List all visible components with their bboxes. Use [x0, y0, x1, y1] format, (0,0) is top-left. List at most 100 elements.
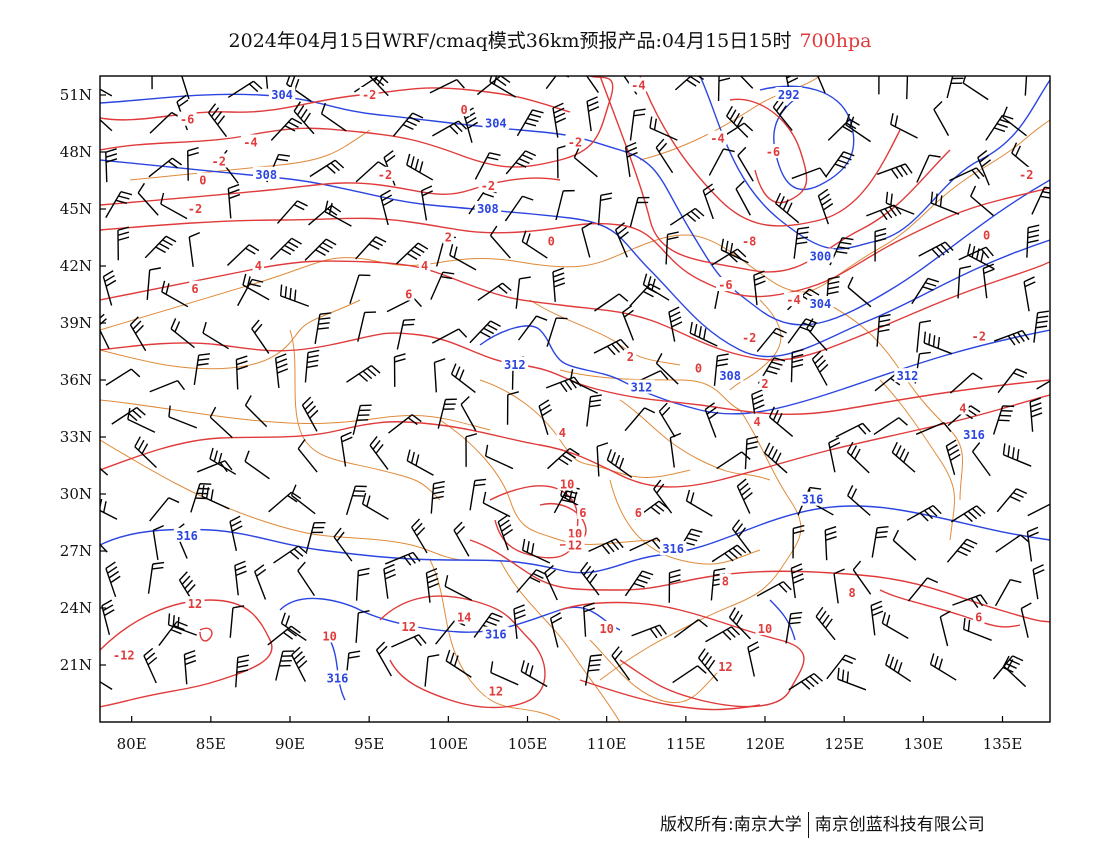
map-frame — [99, 75, 1051, 723]
wind-barb — [100, 313, 110, 349]
contour-label-bg — [763, 144, 783, 158]
wind-barb — [825, 151, 855, 177]
wind-barb — [890, 113, 918, 139]
contour-label: 316 — [662, 542, 684, 556]
wind-barb — [361, 492, 389, 520]
wind-barb — [977, 150, 992, 186]
wind-barb — [552, 267, 566, 302]
wind-barb — [826, 654, 857, 680]
wind-barb — [355, 236, 387, 260]
wind-barb — [385, 551, 421, 566]
wind-barb — [516, 109, 544, 137]
wind-barb — [705, 626, 741, 643]
wind-barb — [735, 180, 751, 216]
wind-barb — [573, 146, 598, 178]
contour-label-bg — [320, 628, 340, 643]
wind-barb — [392, 112, 424, 137]
wind-barb — [268, 491, 302, 513]
wind-barb — [229, 515, 243, 551]
wind-barb — [275, 650, 295, 681]
wind-barb — [161, 280, 189, 308]
lat-tick-label: 45N — [60, 200, 92, 218]
contour-label-bg — [755, 620, 775, 635]
wind-barb — [585, 76, 599, 93]
wind-barb — [1027, 503, 1050, 517]
wind-barb — [355, 610, 370, 643]
wind-barb — [885, 653, 912, 682]
wind-barb — [594, 293, 629, 312]
lon-tick-label: 115E — [666, 735, 706, 753]
wind-barb — [269, 237, 302, 260]
contour-label: 4 — [255, 259, 262, 273]
wind-barb — [137, 182, 159, 216]
wind-barb — [1002, 106, 1027, 137]
copyright-footer: 版权所有:南京大学 南京创蓝科技有限公司 — [660, 810, 1080, 838]
lat-tick-label: 24N — [60, 599, 92, 617]
contour-label: -4 — [631, 79, 645, 93]
wind-barb — [290, 484, 316, 515]
temperature-contour-labels: -6 -2 0 -4 -4 -2 -2 -2 -2 -4 -6 -2 0 -2 2 0 -8 0 4 4 6 6 -6 -4 -… — [110, 77, 1036, 699]
wind-barb — [450, 363, 476, 393]
contour-label: 0 — [695, 362, 702, 376]
wind-barb — [469, 478, 487, 511]
contour-label-bg — [185, 596, 205, 611]
wind-barb — [580, 561, 600, 596]
wind-barb — [149, 380, 186, 393]
contour-label-bg — [399, 619, 419, 633]
contour-label-bg — [739, 330, 759, 345]
wind-barb — [513, 604, 526, 639]
wind-barb — [952, 594, 988, 608]
wind-barb — [939, 610, 951, 647]
wind-barb — [291, 646, 308, 682]
contour-label-bg — [565, 134, 585, 149]
contour-label: 2 — [445, 231, 452, 245]
wind-barb — [945, 439, 961, 475]
wind-barb — [1026, 224, 1040, 258]
contour-label-bg — [557, 476, 577, 491]
contour-label-bg — [799, 491, 826, 506]
wind-barb — [143, 647, 158, 684]
lat-tick-label: 42N — [60, 257, 92, 275]
contour-label-bg — [719, 573, 732, 588]
contour-label: -2 — [742, 331, 756, 345]
contour-label: -4 — [710, 132, 724, 146]
wind-barb — [226, 244, 260, 266]
wind-barb — [753, 270, 766, 306]
contour-label-bg — [775, 87, 802, 101]
wind-barb — [720, 238, 749, 264]
wind-barb — [556, 144, 569, 179]
wind-barb — [655, 353, 679, 385]
wind-barb — [297, 561, 315, 597]
wind-barb — [982, 263, 995, 299]
wind-barb — [100, 118, 113, 132]
height-contour-labels: 304 304 292 308 308 300 304 312 312 308 312 316 316 3… — [173, 87, 988, 685]
wind-barb — [309, 159, 345, 178]
wind-barb — [827, 118, 860, 141]
wind-barb — [333, 527, 353, 562]
contour-label-bg — [418, 258, 431, 272]
wind-barb — [547, 447, 580, 470]
wind-barb — [267, 625, 301, 646]
wind-barb — [254, 564, 267, 600]
wind-barb — [747, 641, 760, 677]
contour-label-bg — [474, 201, 502, 215]
contour-label: 12 — [568, 538, 582, 552]
wind-barb — [930, 191, 960, 215]
wind-barb — [817, 188, 834, 225]
wind-barb — [624, 141, 638, 177]
wind-barb — [437, 398, 457, 429]
wind-barb — [170, 318, 195, 349]
wind-barb — [453, 521, 470, 557]
contour-label: 0 — [983, 229, 990, 243]
wind-barb — [1003, 655, 1027, 688]
wind-barb — [517, 315, 548, 341]
lon-tick-label: 135E — [983, 735, 1023, 753]
wind-barb — [201, 485, 230, 510]
wind-barb — [265, 76, 269, 89]
wind-barb — [227, 80, 263, 98]
wind-barb — [477, 282, 512, 301]
contour-label: 308 — [477, 202, 499, 216]
wind-barb — [445, 649, 472, 678]
wind-barb — [149, 497, 180, 522]
wind-barb — [388, 414, 422, 434]
